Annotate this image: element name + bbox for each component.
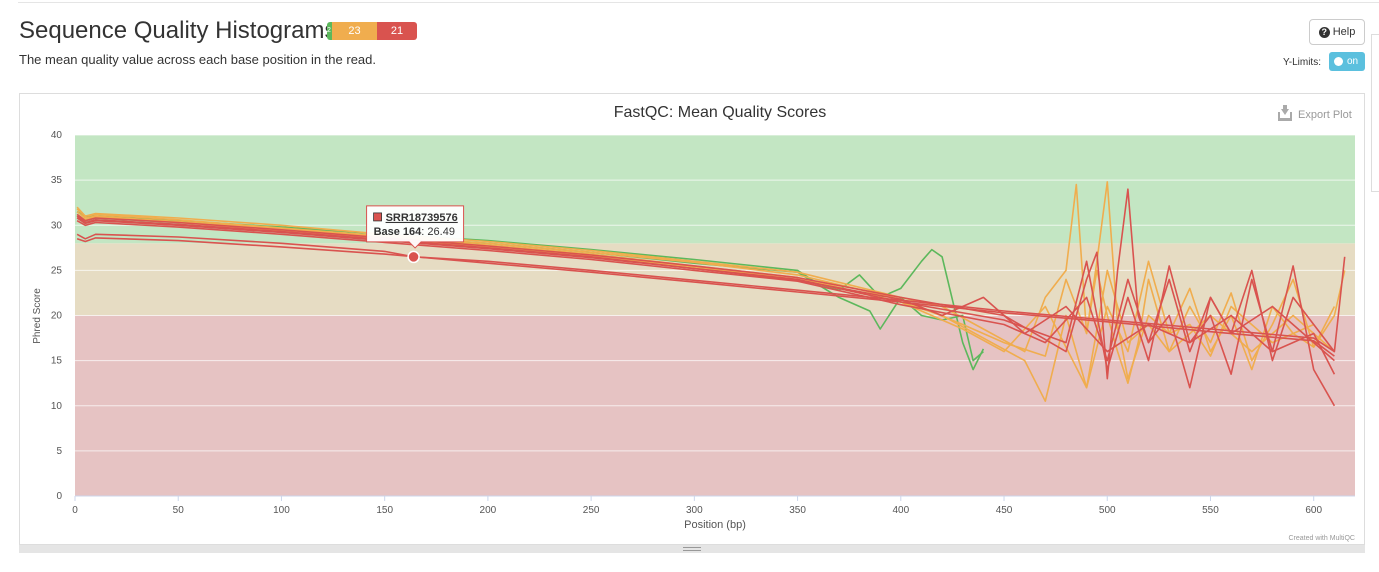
pass-count-badge[interactable]: 2 (327, 22, 332, 40)
x-tick-label: 250 (583, 505, 600, 516)
grip-icon (683, 547, 701, 551)
toggle-knob-icon (1334, 57, 1343, 66)
help-button-label: Help (1332, 26, 1356, 38)
export-plot-button[interactable]: Export Plot (1278, 105, 1352, 121)
tooltip-value: Base 164: 26.49 (374, 226, 455, 238)
x-tick-label: 450 (996, 505, 1013, 516)
question-circle-icon: ? (1318, 26, 1330, 38)
x-tick-label: 150 (376, 505, 393, 516)
export-plot-label: Export Plot (1298, 109, 1352, 121)
y-tick-label: 0 (56, 491, 62, 502)
x-tick-label: 600 (1305, 505, 1322, 516)
x-tick-label: 50 (173, 505, 185, 516)
adjacent-panel-edge (1371, 34, 1379, 192)
y-tick-label: 10 (51, 401, 63, 412)
x-tick-label: 100 (273, 505, 290, 516)
x-tick-label: 550 (1202, 505, 1219, 516)
tooltip-swatch (373, 212, 382, 222)
download-icon (1278, 105, 1292, 121)
y-tick-label: 30 (51, 220, 63, 231)
ylimits-toggle-label: on (1347, 56, 1359, 67)
y-tick-label: 35 (51, 175, 63, 186)
ylimits-label: Y-Limits: (1283, 57, 1321, 68)
top-divider (18, 2, 1379, 3)
y-tick-label: 25 (51, 265, 63, 276)
series-line-fail[interactable] (76, 233, 1335, 353)
x-axis-title: Position (bp) (684, 519, 746, 531)
plot-container: 0 5 10 15 20 25 30 35 40 0 50 100 150 200 250 300 350 40… (19, 93, 1365, 545)
series-line-fail[interactable] (76, 217, 1336, 407)
resize-handle[interactable] (19, 545, 1365, 553)
section-description: The mean quality value across each base … (19, 52, 376, 67)
warn-count-badge[interactable]: 23 (332, 22, 377, 40)
fail-count-badge[interactable]: 21 (377, 22, 417, 40)
x-tick-label: 0 (72, 505, 78, 516)
x-tick-label: 500 (1099, 505, 1116, 516)
y-tick-label: 40 (51, 130, 63, 141)
series-line-fail[interactable] (76, 237, 1335, 357)
y-tick-label: 20 (51, 311, 63, 322)
tooltip-box (366, 205, 465, 249)
ylimits-toggle[interactable]: on (1329, 52, 1365, 71)
quality-band-1 (75, 243, 1355, 316)
y-tick-label: 5 (56, 446, 62, 457)
x-tick-label: 200 (480, 505, 497, 516)
hover-point[interactable] (407, 250, 420, 264)
status-badges[interactable]: 2 23 21 (327, 22, 417, 40)
page-title: Sequence Quality Histograms (19, 17, 337, 44)
series-line-warn[interactable] (76, 211, 1315, 402)
series-line-fail[interactable] (76, 215, 1336, 375)
y-axis-title: Phred Score (32, 288, 43, 344)
help-button[interactable]: ? Help (1309, 19, 1365, 45)
tooltip-sample-name: SRR18739576 (386, 212, 458, 224)
x-tick-label: 350 (789, 505, 806, 516)
x-tick-label: 400 (892, 505, 909, 516)
y-tick-label: 15 (51, 356, 63, 367)
x-tick-label: 300 (686, 505, 703, 516)
created-with-credit[interactable]: Created with MultiQC (1288, 535, 1355, 542)
mean-quality-chart[interactable]: 0 5 10 15 20 25 30 35 40 0 50 100 150 200 250 300 350 40… (20, 94, 1364, 544)
chart-title: FastQC: Mean Quality Scores (614, 104, 827, 121)
